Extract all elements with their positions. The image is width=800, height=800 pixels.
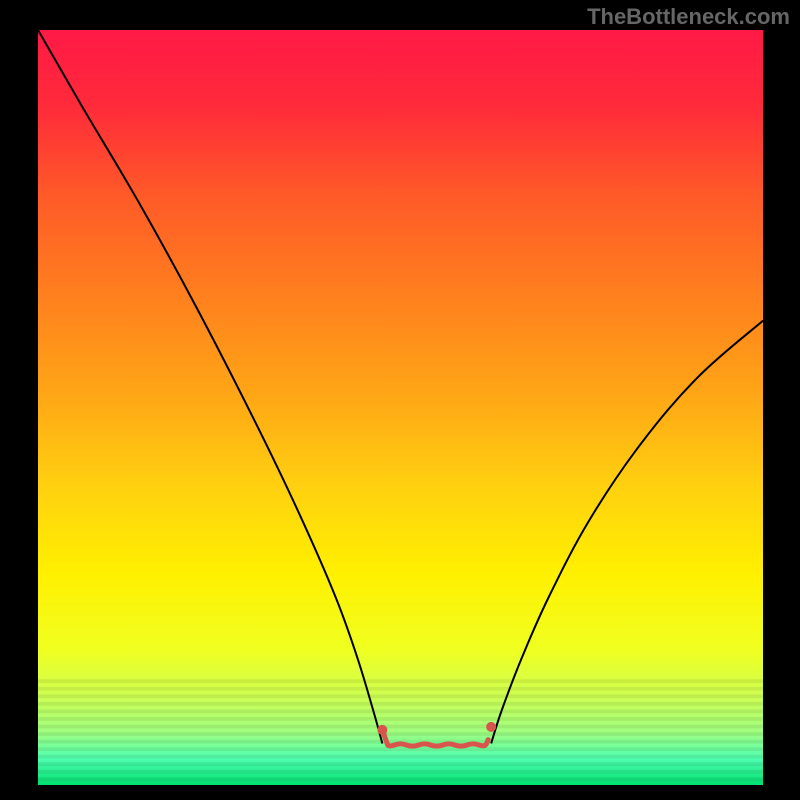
trough-left-dot — [377, 725, 387, 735]
bottleneck-curve-chart — [0, 0, 800, 800]
chart-container: TheBottleneck.com — [0, 0, 800, 800]
gradient-background — [38, 30, 763, 785]
trough-right-dot — [486, 722, 496, 732]
watermark-text: TheBottleneck.com — [587, 4, 790, 30]
